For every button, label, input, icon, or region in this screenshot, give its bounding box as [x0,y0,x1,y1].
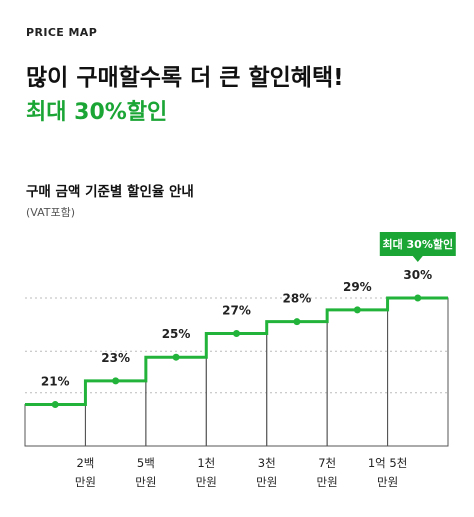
x-tick-label: 만원 [135,475,156,489]
x-tick-label: 만원 [75,475,96,489]
tier-bar [326,309,389,447]
tier-point [233,330,240,338]
tier-bar [145,356,207,447]
tier-percent-label: 21% [41,375,70,389]
x-tick-label: 3천 [258,456,276,470]
eyebrow-label: PRICE MAP [26,26,98,39]
headline: 많이 구매할수록 더 큰 할인혜택! [26,65,344,91]
max-discount-badge [379,232,456,256]
tier-point [172,353,180,361]
x-tick-label: 5백 [137,456,155,470]
max-discount-badge-label: 최대 30%할인 [382,237,453,251]
x-tick-label: 2백 [76,456,94,470]
tier-bar [24,404,86,447]
tier-bar [84,380,147,447]
tier-bar [266,321,328,447]
tier-point [112,377,120,385]
tier-percent-label: 25% [162,327,191,341]
x-tick-label: 만원 [256,475,277,489]
x-tick-label: 1억 5천 [368,456,407,470]
tier-point [51,401,59,409]
x-tick-label: 7천 [318,456,336,470]
tier-bar [387,297,449,447]
x-tick-label: 1천 [197,456,215,470]
tier-percent-label: 28% [283,292,312,306]
tier-percent-label: 30% [403,268,432,282]
badge-pointer [412,256,423,262]
tier-point [293,318,301,326]
x-tick-label: 만원 [317,475,338,489]
vat-note: (VAT포함) [26,206,76,219]
tier-bar [205,333,268,447]
x-tick-label: 만원 [196,475,217,489]
discount-subheadline: 최대 30%할인 [26,100,168,125]
tier-percent-label: 23% [101,351,130,365]
tier-point [414,294,422,302]
tier-percent-label: 27% [222,304,251,318]
x-tick-label: 만원 [377,475,398,489]
chart-title: 구매 금액 기준별 할인율 안내 [26,184,194,200]
tier-point [353,306,361,314]
tier-percent-label: 29% [343,280,372,294]
